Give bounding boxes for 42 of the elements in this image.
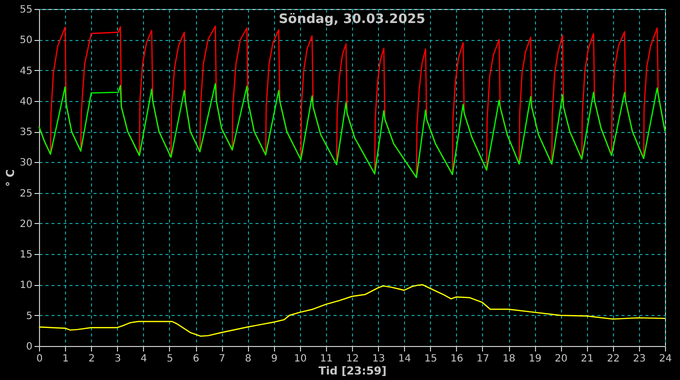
x-tick-label: 16 <box>450 354 464 364</box>
y-tick-label: 10 <box>20 280 32 292</box>
x-tick-label: 10 <box>294 354 307 364</box>
x-tick-label: 9 <box>271 354 278 364</box>
x-axis-title: Tid [23:59] <box>318 364 387 378</box>
x-tick-label: 14 <box>398 354 412 364</box>
y-axis-title: ° C <box>4 169 17 187</box>
x-tick-label: 7 <box>218 354 226 364</box>
x-tick-label: 8 <box>244 354 252 364</box>
y-tick-label: 20 <box>20 218 32 230</box>
line-series <box>38 284 666 337</box>
x-tick-label: 18 <box>502 354 516 364</box>
x-tick-label: 5 <box>166 354 174 364</box>
x-tick-label: 20 <box>554 354 568 364</box>
y-tick-label: 25 <box>20 188 32 200</box>
x-tick-label: 22 <box>606 354 620 364</box>
x-tick-label: 21 <box>580 354 594 364</box>
y-tick-label: 30 <box>20 158 32 169</box>
x-tick-label: 23 <box>633 354 646 364</box>
y-tick-label: 45 <box>20 66 32 77</box>
x-tick-label: 6 <box>192 354 200 364</box>
x-tick-label: 15 <box>424 354 438 364</box>
y-tick-label: 55 <box>20 4 32 16</box>
x-tick-label: 1 <box>62 354 69 364</box>
y-tick-label: 0 <box>26 342 32 352</box>
y-tick-label: 50 <box>20 35 32 46</box>
y-tick-label: 5 <box>26 310 32 322</box>
line-series <box>38 83 666 178</box>
x-tick-label: 3 <box>114 354 121 364</box>
chart-title: Söndag, 30.03.2025 <box>278 12 426 27</box>
y-tick-label: 35 <box>20 127 32 138</box>
x-tick-label: 11 <box>320 354 333 364</box>
x-tick-label: 2 <box>88 354 95 364</box>
y-tick-label: 15 <box>20 250 32 261</box>
x-tick-label: 17 <box>476 354 490 364</box>
y-tick-label: 40 <box>20 96 32 108</box>
x-tick-label: 13 <box>372 354 385 364</box>
x-tick-label: 0 <box>36 354 43 364</box>
x-tick-label: 24 <box>659 354 672 364</box>
x-tick-label: 4 <box>140 354 148 364</box>
x-tick-label: 19 <box>528 354 542 364</box>
x-tick-label: 12 <box>346 354 359 364</box>
